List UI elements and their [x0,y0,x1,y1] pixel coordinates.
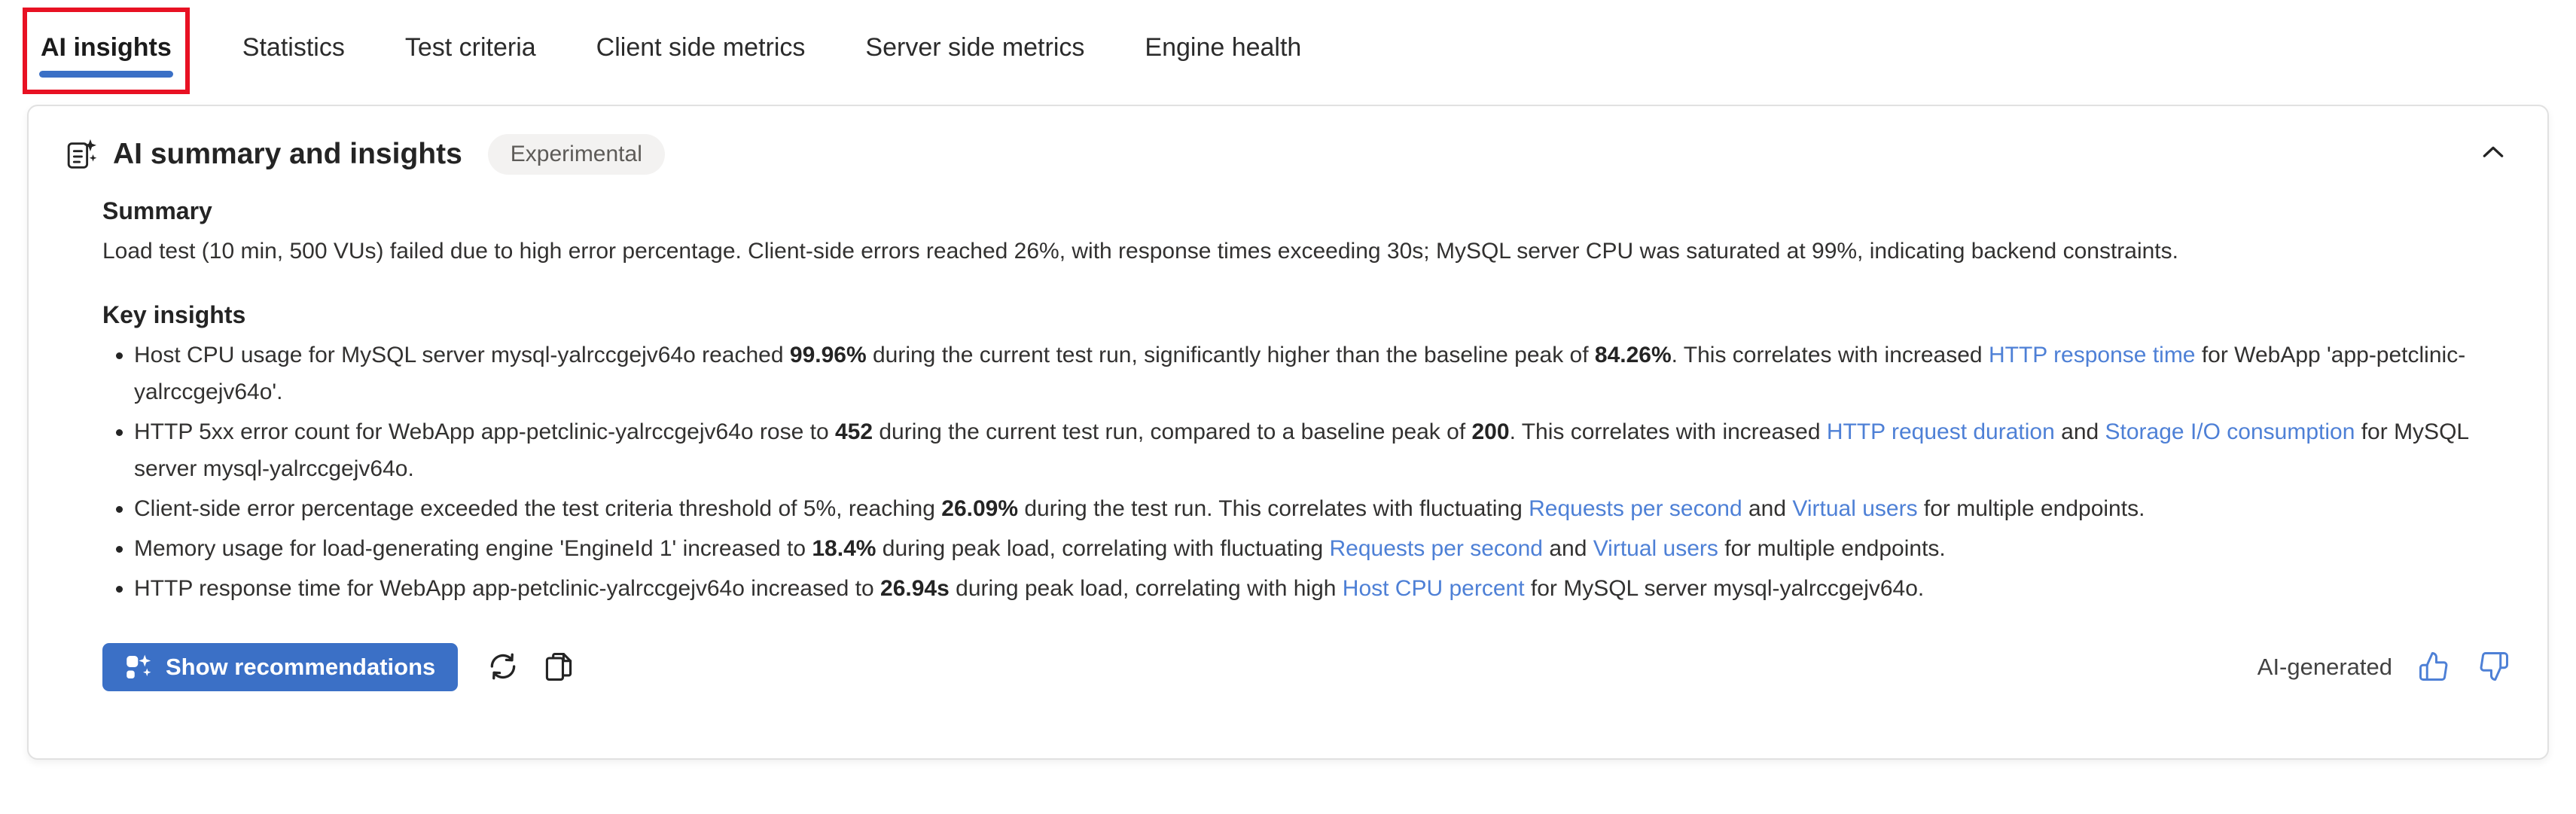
insight-text: Client-side error percentage exceeded th… [134,496,942,521]
card-title: AI summary and insights [113,137,462,170]
card-header: AI summary and insights Experimental [63,133,2513,175]
tab-statistics[interactable]: Statistics [242,33,345,62]
insight-text: HTTP 5xx error count for WebApp app-petc… [134,419,835,444]
chevron-up-icon [2478,138,2508,170]
insight-metric-value: 200 [1471,419,1510,444]
tab-server-side-metrics[interactable]: Server side metrics [865,33,1085,62]
thumbs-up-icon [2418,651,2449,684]
insight-metric-link[interactable]: Host CPU percent [1342,576,1525,601]
ai-summary-card: AI summary and insights Experimental Sum… [27,105,2549,760]
insight-metric-value: 18.4% [812,536,876,561]
arrow-sync-icon [486,650,520,685]
show-recommendations-button[interactable]: Show recommendations [102,643,459,691]
tab-client-side-metrics[interactable]: Client side metrics [596,33,806,62]
insight-text: during the test run. This correlates wit… [1018,496,1529,521]
regenerate-button[interactable] [483,647,523,688]
insight-metric-link[interactable]: Storage I/O consumption [2105,419,2355,444]
insight-item: HTTP 5xx error count for WebApp app-petc… [134,413,2513,487]
experimental-badge: Experimental [487,133,665,175]
annotation-highlight: AI insights [23,8,190,94]
insight-text: HTTP response time for WebApp app-petcli… [134,576,881,601]
summary-text: Load test (10 min, 500 VUs) failed due t… [102,239,2178,264]
insight-text: Memory usage for load-generating engine … [134,536,812,561]
thumbs-up-button[interactable] [2415,648,2453,687]
insight-metric-link[interactable]: Requests per second [1529,496,1742,521]
document-sparkle-icon [63,137,98,172]
sparkle-squares-icon [125,654,152,681]
insight-item: Client-side error percentage exceeded th… [134,490,2513,527]
insight-text: for multiple endpoints. [1917,496,2145,521]
insight-text: for multiple endpoints. [1718,536,1946,561]
insight-item: Memory usage for load-generating engine … [134,530,2513,567]
ai-feedback-group: AI-generated [2257,648,2513,687]
insight-text: and [2054,419,2105,444]
tab-ai-insights[interactable]: AI insights [38,12,175,90]
insight-metric-value: 452 [834,419,873,444]
card-content: Summary Load test (10 min, 500 VUs) fail… [102,197,2513,691]
insight-metric-value: 99.96% [789,343,867,367]
insight-metric-link[interactable]: HTTP response time [1988,343,2196,367]
insight-metric-link[interactable]: HTTP request duration [1826,419,2055,444]
insight-text: and [1542,536,1593,561]
collapse-button[interactable] [2474,133,2513,175]
insight-text: Host CPU usage for MySQL server mysql-ya… [134,343,790,367]
tab-bar: AI insights Statistics Test criteria Cli… [0,0,2576,94]
insight-item: HTTP response time for WebApp app-petcli… [134,570,2513,607]
insight-metric-value: 26.09% [941,496,1019,521]
ai-generated-label: AI-generated [2257,654,2392,680]
insight-text: and [1742,496,1793,521]
insight-text: for MySQL server mysql-yalrccgejv64o. [134,419,2468,481]
key-insights-heading: Key insights [102,301,246,328]
insight-text: for WebApp 'app-petclinic-yalrccgejv64o'… [134,343,2466,404]
thumbs-down-button[interactable] [2475,648,2513,687]
insight-metric-value: 26.94s [880,576,950,601]
insights-list: Host CPU usage for MySQL server mysql-ya… [102,337,2513,607]
insight-text: . This correlates with increased [1671,343,1989,367]
copy-button[interactable] [539,647,578,688]
insight-item: Host CPU usage for MySQL server mysql-ya… [134,337,2513,410]
tab-test-criteria[interactable]: Test criteria [404,33,536,62]
insight-text: during peak load, correlating with high [949,576,1343,601]
copy-icon [542,650,575,685]
summary-heading: Summary [102,197,212,224]
thumbs-down-icon [2478,651,2510,684]
card-footer: Show recommendations [102,643,2513,691]
insight-metric-link[interactable]: Virtual users [1593,536,1718,561]
insight-text: during the current test run, compared to… [873,419,1472,444]
tab-engine-health[interactable]: Engine health [1145,33,1302,62]
show-recommendations-label: Show recommendations [166,654,436,680]
insight-text: . This correlates with increased [1509,419,1827,444]
insight-metric-link[interactable]: Requests per second [1329,536,1543,561]
insight-text: for MySQL server mysql-yalrccgejv64o. [1524,576,1925,601]
insight-text: during the current test run, significant… [866,343,1595,367]
insight-text: during peak load, correlating with fluct… [876,536,1330,561]
insight-metric-link[interactable]: Virtual users [1792,496,1918,521]
insight-metric-value: 84.26% [1594,343,1672,367]
